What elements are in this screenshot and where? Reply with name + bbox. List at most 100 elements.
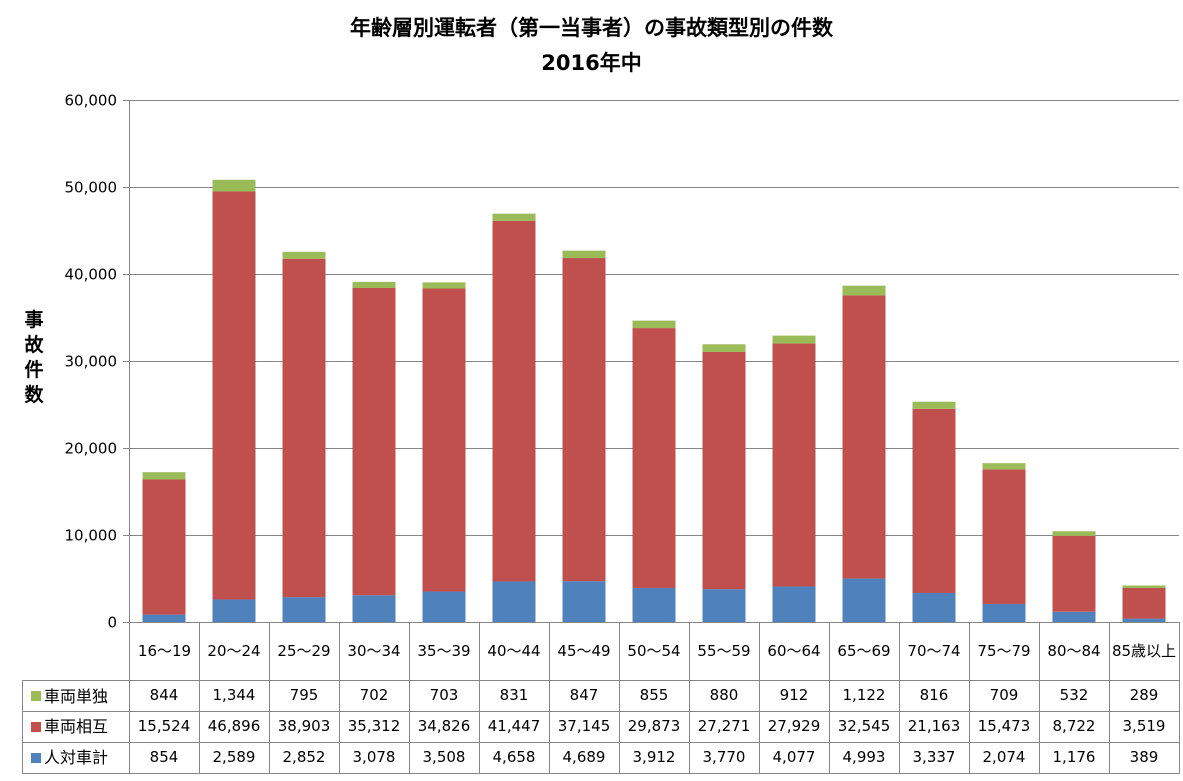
- data-label: 27,271: [689, 711, 760, 743]
- bar-車両相互-85歳以上: [1122, 588, 1166, 619]
- data-label: 46,896: [199, 711, 270, 743]
- data-label: 844: [129, 680, 200, 712]
- bar-車両相互-60〜64: [772, 343, 816, 587]
- bar-人対車計-85歳以上: [1122, 618, 1166, 622]
- data-label: 795: [269, 680, 340, 712]
- bar-車両単独-75〜79: [982, 463, 1026, 470]
- data-label-text: 3,519: [1122, 717, 1166, 735]
- bar-車両相互-16〜19: [142, 479, 186, 615]
- x-tick-label: 45〜49: [557, 641, 611, 660]
- x-tick-label: 85歳以上: [1111, 641, 1177, 660]
- data-label: 709: [969, 680, 1040, 712]
- data-label-text: 15,473: [977, 717, 1031, 735]
- legend-label: 車両相互: [44, 717, 109, 736]
- bar-人対車計-50〜54: [632, 587, 676, 622]
- y-tick-label: 10,000: [65, 527, 118, 545]
- bar-車両単独-80〜84: [1052, 531, 1096, 536]
- bar-車両単独-25〜29: [282, 251, 326, 259]
- bar-人対車計-80〜84: [1052, 611, 1096, 622]
- bar-人対車計-35〜39: [422, 591, 466, 622]
- x-tick-label: 30〜34: [347, 641, 401, 660]
- bar-車両相互-75〜79: [982, 469, 1026, 604]
- category-header: 16〜19: [129, 622, 200, 681]
- category-header: 65〜69: [829, 622, 900, 681]
- y-tick-label: 20,000: [65, 440, 118, 458]
- bar-車両単独-30〜34: [352, 281, 396, 289]
- bar-車両相互-20〜24: [212, 191, 256, 600]
- data-label-text: 27,929: [767, 717, 821, 735]
- data-label-text: 389: [1129, 748, 1159, 766]
- data-label-text: 27,271: [697, 717, 751, 735]
- data-label: 21,163: [899, 711, 970, 743]
- data-label-text: 35,312: [347, 717, 401, 735]
- bar-車両相互-55〜59: [702, 351, 746, 590]
- data-label: 1,344: [199, 680, 270, 712]
- data-label-text: 37,145: [557, 717, 611, 735]
- y-tick-label: 40,000: [65, 266, 118, 284]
- data-label: 880: [689, 680, 760, 712]
- data-label-text: 847: [569, 686, 599, 704]
- data-label: 3,337: [899, 742, 970, 774]
- x-tick-label: 50〜54: [627, 641, 681, 660]
- data-label-text: 1,176: [1052, 748, 1096, 766]
- data-label: 34,826: [409, 711, 480, 743]
- data-label-text: 855: [639, 686, 669, 704]
- bar-車両相互-45〜49: [562, 258, 606, 582]
- data-label: 703: [409, 680, 480, 712]
- category-header: 50〜54: [619, 622, 690, 681]
- data-label: 831: [479, 680, 550, 712]
- data-label: 15,473: [969, 711, 1040, 743]
- bar-車両単独-45〜49: [562, 250, 606, 259]
- legend-entry-車両相互: 車両相互: [22, 711, 130, 743]
- x-tick-label: 60〜64: [767, 641, 821, 660]
- category-header: 40〜44: [479, 622, 550, 681]
- x-tick-label: 25〜29: [277, 641, 331, 660]
- data-label: 29,873: [619, 711, 690, 743]
- x-tick-label: 80〜84: [1047, 641, 1101, 660]
- bar-車両相互-25〜29: [282, 258, 326, 598]
- bar-車両相互-80〜84: [1052, 535, 1096, 612]
- data-label: 35,312: [339, 711, 410, 743]
- data-label-text: 34,826: [417, 717, 471, 735]
- data-label-text: 4,077: [772, 748, 816, 766]
- x-tick-label: 65〜69: [837, 641, 891, 660]
- data-label: 2,852: [269, 742, 340, 774]
- data-label: 27,929: [759, 711, 830, 743]
- data-label-text: 795: [289, 686, 319, 704]
- data-label-text: 844: [149, 686, 179, 704]
- data-label: 4,689: [549, 742, 620, 774]
- data-label-text: 1,122: [842, 686, 886, 704]
- data-label-text: 3,912: [632, 748, 676, 766]
- bar-人対車計-20〜24: [212, 599, 256, 622]
- data-label-text: 880: [709, 686, 739, 704]
- data-label: 855: [619, 680, 690, 712]
- legend-label: 人対車計: [44, 748, 109, 767]
- bar-車両相互-70〜74: [912, 408, 956, 593]
- data-label-text: 3,770: [702, 748, 746, 766]
- data-label-text: 4,689: [562, 748, 606, 766]
- y-tick-label: 60,000: [65, 92, 118, 110]
- data-label: 8,722: [1039, 711, 1110, 743]
- bar-車両相互-35〜39: [422, 288, 466, 592]
- data-label: 532: [1039, 680, 1110, 712]
- bar-車両単独-70〜74: [912, 401, 956, 409]
- data-label-text: 4,993: [842, 748, 886, 766]
- y-tick-label: 0: [107, 614, 117, 632]
- data-label-text: 702: [359, 686, 389, 704]
- legend-entry-車両単独: 車両単独: [22, 680, 130, 712]
- data-label-text: 41,447: [487, 717, 541, 735]
- bar-車両単独-65〜69: [842, 285, 886, 296]
- data-label: 3,770: [689, 742, 760, 774]
- data-label-text: 15,524: [137, 717, 191, 735]
- x-tick-label: 20〜24: [207, 641, 261, 660]
- data-label: 4,077: [759, 742, 830, 774]
- data-label-text: 3,508: [422, 748, 466, 766]
- y-tick-label: 30,000: [65, 353, 118, 371]
- data-label-text: 532: [1059, 686, 1089, 704]
- x-tick-label: 40〜44: [487, 641, 541, 660]
- x-tick-label: 75〜79: [977, 641, 1031, 660]
- bar-車両単独-16〜19: [142, 472, 186, 480]
- legend-swatch: [31, 752, 41, 763]
- data-label: 702: [339, 680, 410, 712]
